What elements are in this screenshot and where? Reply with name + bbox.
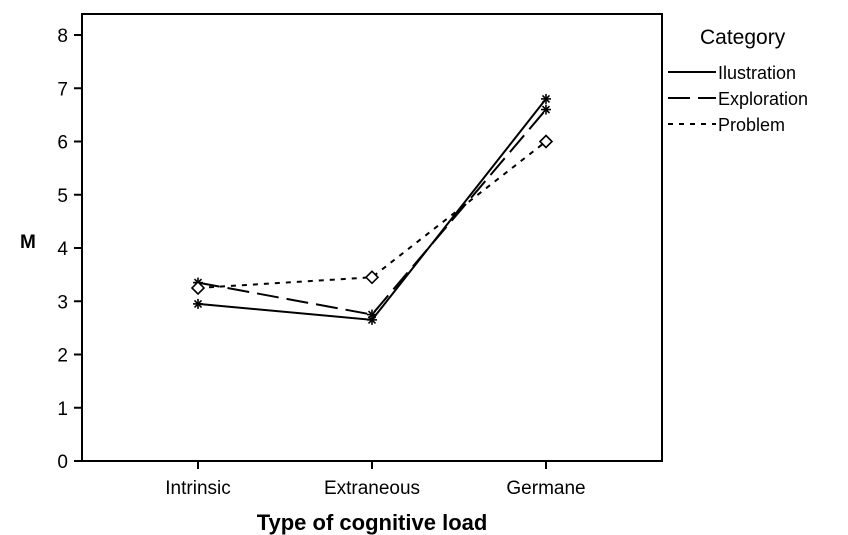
legend: Category Ilustration Exploration Problem	[668, 26, 808, 135]
y-tick-label: 3	[57, 292, 68, 313]
data-point-star	[193, 298, 203, 309]
data-point-star	[541, 104, 551, 115]
data-point-diamond	[538, 134, 554, 149]
x-tick-label: Extraneous	[324, 478, 420, 499]
legend-title: Category	[700, 26, 786, 49]
y-tick-label: 5	[57, 186, 68, 207]
x-axis-title: Type of cognitive load	[257, 510, 488, 535]
x-tick-label: Intrinsic	[165, 478, 230, 499]
series-layer	[190, 93, 554, 325]
legend-item: Problem	[668, 115, 785, 135]
legend-label: Ilustration	[718, 63, 796, 83]
y-tick-label: 6	[57, 133, 68, 154]
data-point-star	[367, 309, 377, 320]
legend-label: Problem	[718, 115, 785, 135]
legend-item: Ilustration	[668, 63, 796, 83]
y-tick-label: 2	[57, 346, 68, 367]
plot-frame	[81, 13, 663, 462]
data-point-diamond	[364, 270, 380, 285]
data-point-star	[541, 93, 551, 104]
legend-item: Exploration	[668, 89, 808, 109]
legend-label: Exploration	[718, 89, 808, 109]
series-ilustration	[193, 93, 551, 325]
series-line	[197, 140, 547, 289]
series-exploration	[193, 104, 551, 320]
y-tick-label: 8	[57, 26, 68, 47]
series-problem	[190, 134, 554, 296]
y-tick-label: 1	[57, 399, 68, 420]
y-tick-label: 0	[57, 452, 68, 473]
data-point-diamond	[190, 280, 206, 296]
y-axis: 0 1 2 3 4 5 6 7 8	[57, 26, 82, 473]
y-tick-label: 7	[57, 79, 68, 100]
x-tick-label: Germane	[506, 478, 585, 499]
y-tick-label: 4	[57, 239, 68, 260]
series-line	[197, 98, 547, 321]
x-axis: Intrinsic Extraneous Germane	[165, 461, 586, 499]
y-axis-title: M	[20, 232, 36, 253]
